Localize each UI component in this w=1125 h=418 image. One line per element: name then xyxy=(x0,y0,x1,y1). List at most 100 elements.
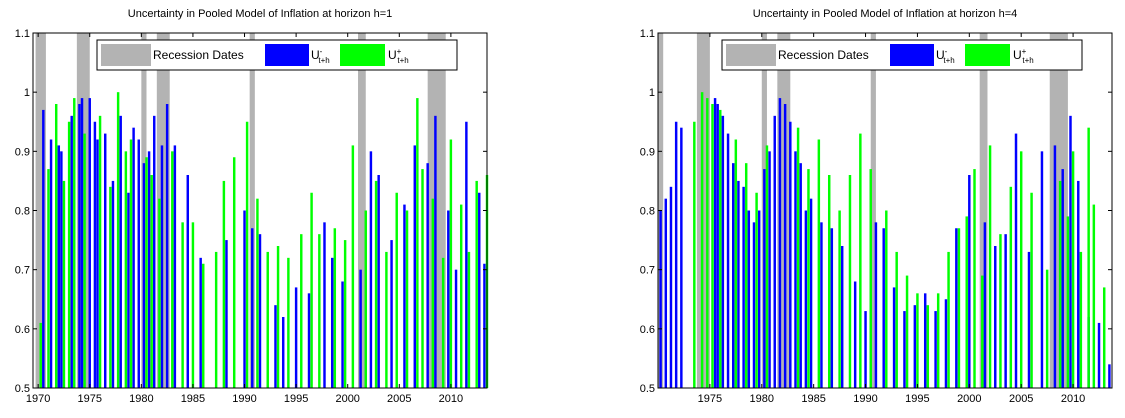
x-tick-label: 1970 xyxy=(26,393,50,405)
bar-lower xyxy=(903,311,906,388)
bar-lower xyxy=(934,311,937,388)
bar-lower xyxy=(913,305,917,388)
bar-lower xyxy=(840,246,844,388)
bar-lower xyxy=(1077,180,1080,388)
x-tick-label: 2010 xyxy=(439,393,463,405)
bar-upper xyxy=(838,210,841,388)
bar-lower xyxy=(680,127,683,389)
x-tick-label: 1990 xyxy=(853,393,877,405)
y-tick-label: 0.5 xyxy=(15,383,30,395)
bar-upper xyxy=(895,251,898,388)
bar-upper xyxy=(827,175,831,388)
bar-lower xyxy=(483,263,486,388)
bar-lower xyxy=(331,257,334,388)
bar-lower xyxy=(983,222,987,388)
bar-upper xyxy=(54,104,58,388)
bar-lower xyxy=(659,210,662,388)
bar-lower xyxy=(1027,251,1031,388)
bar-upper xyxy=(817,139,821,388)
bar-lower xyxy=(1069,115,1072,388)
bar-upper xyxy=(276,246,280,388)
bar-upper xyxy=(343,240,347,388)
chart-title: Uncertainty in Pooled Model of Inflation… xyxy=(753,8,1017,20)
bar-upper xyxy=(1009,186,1013,388)
bar-lower xyxy=(60,151,63,388)
bar-lower xyxy=(454,269,458,388)
legend-label: Recession Dates xyxy=(153,48,244,62)
bar-lower xyxy=(732,163,735,388)
bar-lower xyxy=(820,222,823,388)
bar-lower xyxy=(713,98,717,388)
bar-upper xyxy=(1079,251,1083,388)
bar-lower xyxy=(165,104,169,388)
x-tick-label: 1975 xyxy=(78,393,102,405)
bar-lower xyxy=(773,115,776,388)
x-tick-label: 2010 xyxy=(1061,393,1085,405)
bar-upper xyxy=(310,192,313,388)
bar-upper xyxy=(869,169,872,388)
bar-upper xyxy=(807,169,810,388)
bar-lower xyxy=(892,287,896,388)
bar-upper xyxy=(1102,287,1106,388)
bar-upper xyxy=(158,198,161,388)
bar-lower xyxy=(274,305,277,388)
bar-lower xyxy=(80,98,84,388)
x-tick-label: 1980 xyxy=(129,393,153,405)
bar-upper xyxy=(449,139,453,388)
bar-lower xyxy=(1097,322,1101,388)
bar-lower xyxy=(944,299,948,388)
bar-upper xyxy=(693,121,696,388)
y-tick-label: 0.9 xyxy=(15,146,30,158)
legend-label: U-t+h xyxy=(311,47,330,65)
bar-lower xyxy=(882,228,885,388)
bar-upper xyxy=(245,121,249,388)
bar-upper xyxy=(706,98,709,388)
bar-lower xyxy=(799,163,802,388)
legend-label: U+ t+h xyxy=(388,47,409,65)
bar-upper xyxy=(47,169,50,388)
bar-lower xyxy=(1004,234,1007,388)
bar-upper xyxy=(109,186,112,388)
bar-upper xyxy=(374,180,378,388)
bar-lower xyxy=(119,115,122,388)
bar-lower xyxy=(137,139,140,388)
legend-swatch xyxy=(101,44,151,66)
bar-upper xyxy=(973,169,976,388)
bar-upper xyxy=(796,127,800,389)
bar-upper xyxy=(202,263,205,388)
bar-upper xyxy=(39,322,42,388)
bar-lower xyxy=(359,269,362,388)
x-tick-label: 2005 xyxy=(1009,393,1033,405)
chart-h4: Uncertainty in Pooled Model of Inflation… xyxy=(625,0,1125,413)
bar-upper xyxy=(222,180,226,388)
y-tick-label: 0.8 xyxy=(15,206,30,218)
chart-h4-svg: Uncertainty in Pooled Model of Inflation… xyxy=(640,8,1113,405)
bar-lower xyxy=(70,115,73,388)
bar-upper xyxy=(711,104,714,388)
bar-upper xyxy=(1087,127,1090,389)
bar-upper xyxy=(936,293,940,388)
bar-upper xyxy=(124,151,128,388)
bar-lower xyxy=(377,175,380,388)
recession-band xyxy=(1049,33,1068,388)
bar-lower xyxy=(955,228,958,388)
bar-lower xyxy=(664,198,668,388)
bar-upper xyxy=(744,163,748,388)
bar-lower xyxy=(369,151,373,388)
bar-lower xyxy=(716,104,719,388)
y-tick-label: 1 xyxy=(24,87,30,99)
bar-upper xyxy=(475,180,478,388)
bar-upper xyxy=(116,92,120,389)
bar-upper xyxy=(129,139,133,388)
bar-lower xyxy=(752,222,756,388)
bar-lower xyxy=(465,121,468,388)
bar-upper xyxy=(98,115,102,388)
bar-lower xyxy=(88,98,91,388)
bar-upper xyxy=(405,210,409,388)
bar-upper xyxy=(181,222,184,388)
bar-lower xyxy=(478,192,481,388)
bar-lower xyxy=(721,115,725,388)
bar-lower xyxy=(1108,364,1111,388)
axes-frame xyxy=(657,32,1113,389)
bar-lower xyxy=(57,145,61,388)
